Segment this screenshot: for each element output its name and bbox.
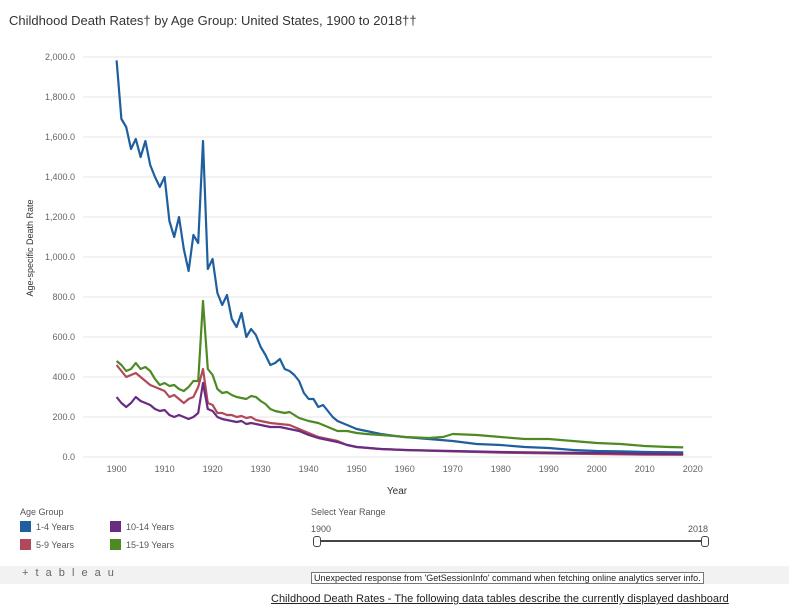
year-range-filter: Select Year Range 1900 2018 [311, 507, 711, 547]
x-tick-label: 1970 [443, 464, 463, 474]
x-tick-label: 1910 [155, 464, 175, 474]
x-tick-label: 2010 [635, 464, 655, 474]
y-tick-label: 2,000.0 [45, 52, 75, 62]
legend-swatch [20, 521, 31, 532]
x-axis-label: Year [387, 486, 408, 497]
gridlines [83, 56, 712, 458]
y-tick-label: 200.0 [52, 412, 75, 422]
slider-handle-start[interactable] [313, 536, 321, 547]
slider-line [315, 540, 707, 542]
y-tick-label: 1,400.0 [45, 172, 75, 182]
series-line-15-19-years[interactable] [115, 299, 684, 449]
x-tick-label: 2000 [587, 464, 607, 474]
y-tick-label: 400.0 [52, 372, 75, 382]
series-lines [115, 60, 684, 456]
y-tick-label: 1,800.0 [45, 92, 75, 102]
legend: Age Group 1-4 Years 10-14 Years 5-9 Year… [20, 507, 200, 550]
legend-title: Age Group [20, 507, 64, 517]
series-line-5-9-years[interactable] [115, 364, 684, 456]
error-message: Unexpected response from 'GetSessionInfo… [311, 572, 704, 584]
y-tick-label: 1,000.0 [45, 252, 75, 262]
series-line-1-4-years[interactable] [115, 60, 684, 454]
x-tick-label: 1980 [491, 464, 511, 474]
year-range-end: 2018 [687, 524, 708, 534]
x-tick-label: 1950 [347, 464, 367, 474]
x-tick-label: 2020 [683, 464, 703, 474]
legend-label: 5-9 Years [36, 539, 75, 550]
x-tick-label: 1930 [251, 464, 271, 474]
x-axis-ticks: 1900 1910 1920 1930 1940 1950 1960 1970 1980 1990… [107, 464, 703, 474]
legend-item-1-4[interactable]: 1-4 Years [20, 521, 110, 532]
legend-label: 10-14 Years [126, 521, 175, 532]
legend-swatch [110, 521, 121, 532]
x-tick-label: 1940 [299, 464, 319, 474]
legend-item-5-9[interactable]: 5-9 Years [20, 539, 110, 550]
data-tables-link[interactable]: Childhood Death Rates - The following da… [271, 593, 729, 605]
legend-item-15-19[interactable]: 15-19 Years [110, 539, 200, 550]
y-tick-label: 1,600.0 [45, 132, 75, 142]
y-axis-ticks: 0.0 200.0 400.0 600.0 800.0 1,000.0 1,200.0 1,4… [45, 52, 75, 462]
line-chart: 0.0 200.0 400.0 600.0 800.0 1,000.0 1,200.0 1,4… [25, 52, 712, 497]
year-range-label: Select Year Range [311, 507, 386, 517]
tableau-logo[interactable]: + t a b l e a u [22, 567, 116, 579]
year-range-slider[interactable] [311, 536, 711, 547]
legend-label: 1-4 Years [36, 521, 75, 532]
legend-label: 15-19 Years [126, 539, 175, 550]
x-tick-label: 1900 [107, 464, 127, 474]
y-tick-label: 1,200.0 [45, 212, 75, 222]
year-range-start: 1900 [311, 524, 332, 534]
legend-swatch [20, 539, 31, 550]
y-tick-label: 0.0 [62, 452, 75, 462]
legend-swatch [110, 539, 121, 550]
legend-item-10-14[interactable]: 10-14 Years [110, 521, 200, 532]
series-line-10-14-years[interactable] [115, 381, 684, 456]
chart-title: Childhood Death Rates† by Age Group: Uni… [9, 13, 417, 28]
x-tick-label: 1960 [395, 464, 415, 474]
y-tick-label: 600.0 [52, 332, 75, 342]
y-tick-label: 800.0 [52, 292, 75, 302]
x-tick-label: 1920 [203, 464, 223, 474]
slider-handle-end[interactable] [701, 536, 709, 547]
y-axis-label: Age-specific Death Rate [25, 199, 35, 296]
x-tick-label: 1990 [539, 464, 559, 474]
